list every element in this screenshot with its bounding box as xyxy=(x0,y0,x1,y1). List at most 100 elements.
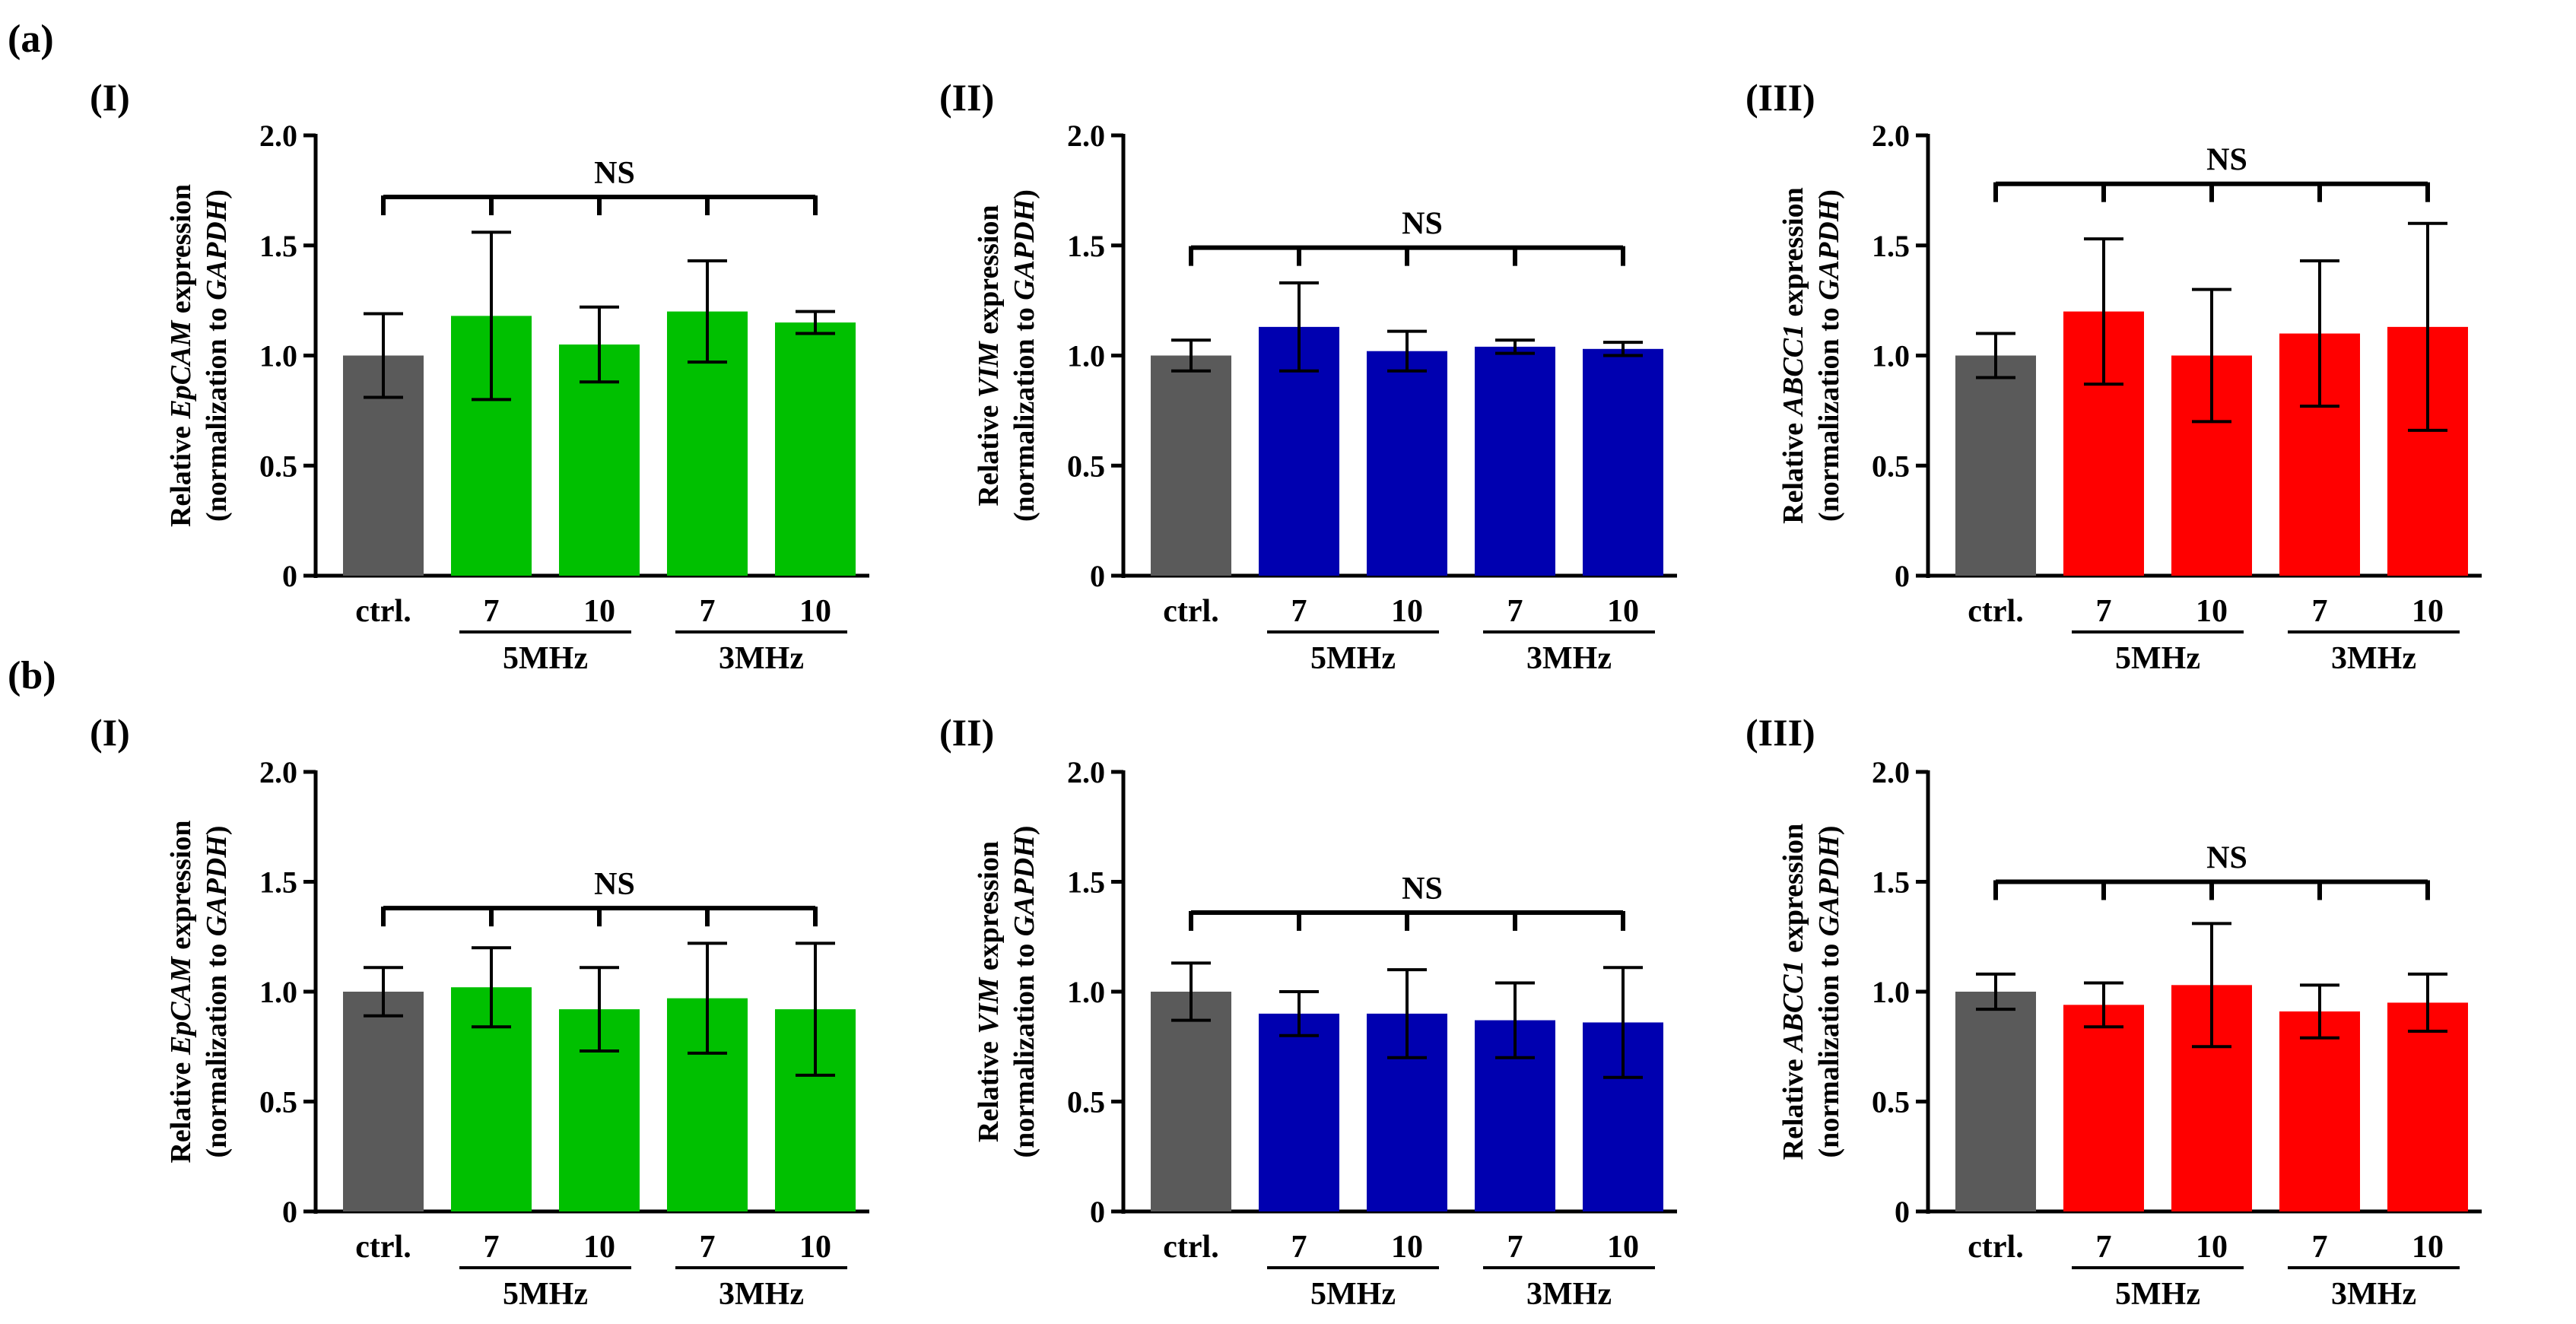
y-tick-label: 1.0 xyxy=(1872,975,1910,1009)
chart-panel-1: (I) Relative EpCAM expression(normalizati… xyxy=(90,76,869,676)
bar xyxy=(1151,355,1231,576)
x-tick-label: 10 xyxy=(1391,594,1423,629)
chart-panel-6: (III) Relative ABCC1 expression(normaliza… xyxy=(1745,711,2482,1312)
group-label: 5MHz xyxy=(2115,1277,2200,1312)
group-label: 5MHz xyxy=(1310,641,1396,676)
panels: (I)Relative EpCAM expression(normalizati… xyxy=(90,76,2482,1312)
y-axis-label-line-2: (normalization to GAPDH) xyxy=(1008,189,1040,522)
row-label-b: (b) xyxy=(8,654,56,697)
bar xyxy=(1955,355,2036,576)
y-tick-label: 1.0 xyxy=(1067,975,1105,1009)
y-axis-label: Relative EpCAM expression xyxy=(165,184,197,527)
x-tick-label: ctrl. xyxy=(355,1230,411,1265)
group-label: 5MHz xyxy=(503,1277,588,1312)
y-axis-label: Relative ABCC1 expression xyxy=(1777,824,1809,1160)
y-tick-label: 0.5 xyxy=(1872,1085,1910,1119)
x-tick-label: 7 xyxy=(700,1230,716,1265)
y-tick-label: 0.5 xyxy=(259,449,297,483)
bar xyxy=(1259,1013,1339,1211)
y-axis-label-line-2: (normalization to GAPDH) xyxy=(1008,826,1040,1158)
y-tick-label: 2.0 xyxy=(1872,755,1910,789)
x-tick-label: 10 xyxy=(583,1230,615,1265)
x-tick-label: 7 xyxy=(2312,1230,2328,1265)
bar xyxy=(1367,351,1447,576)
bar xyxy=(1583,348,1663,576)
significance-label: NS xyxy=(1402,872,1443,906)
y-tick-label: 0.5 xyxy=(259,1085,297,1119)
chart-panel-5: (II) Relative VIM expression(normalizatio… xyxy=(939,711,1677,1312)
y-tick-label: 0.5 xyxy=(1872,449,1910,483)
x-tick-label: 7 xyxy=(1507,1230,1523,1265)
x-tick-label: 10 xyxy=(799,594,831,629)
panel-label: (I) xyxy=(90,76,130,119)
significance-label: NS xyxy=(594,156,635,191)
panel-label: (III) xyxy=(1745,711,1815,754)
x-tick-label: ctrl. xyxy=(355,594,411,629)
x-tick-label: 7 xyxy=(1507,594,1523,629)
y-axis-label-line-2: (normalization to GAPDH) xyxy=(1813,826,1845,1158)
y-tick-label: 0.5 xyxy=(1067,449,1105,483)
x-tick-label: 10 xyxy=(2412,594,2444,629)
y-tick-label: 1.5 xyxy=(1872,865,1910,900)
x-tick-label: 10 xyxy=(583,594,615,629)
group-label: 3MHz xyxy=(1526,641,1612,676)
x-tick-label: 10 xyxy=(2196,1230,2228,1265)
y-tick-label: 0 xyxy=(1090,559,1105,593)
y-tick-label: 2.0 xyxy=(259,119,297,153)
chart-panel-4: (I) Relative EpCAM expression(normalizati… xyxy=(90,711,869,1312)
y-tick-label: 1.0 xyxy=(1067,339,1105,373)
bar xyxy=(343,992,424,1211)
x-tick-label: 7 xyxy=(700,594,716,629)
y-tick-label: 1.5 xyxy=(259,229,297,263)
y-tick-label: 1.5 xyxy=(1067,865,1105,900)
y-tick-label: 2.0 xyxy=(1872,119,1910,153)
group-label: 5MHz xyxy=(503,641,588,676)
x-tick-label: 7 xyxy=(484,1230,500,1265)
y-tick-label: 0 xyxy=(282,559,297,593)
significance-label: NS xyxy=(2206,841,2247,876)
chart-panel-3: (III) Relative ABCC1 expression(normaliza… xyxy=(1745,76,2482,676)
x-tick-label: ctrl. xyxy=(1163,594,1218,629)
bar xyxy=(2063,1005,2144,1211)
y-tick-label: 1.0 xyxy=(259,975,297,1009)
y-tick-label: 1.5 xyxy=(1067,229,1105,263)
group-label: 3MHz xyxy=(2331,641,2416,676)
x-tick-label: 10 xyxy=(1607,1230,1639,1265)
y-tick-label: 1.0 xyxy=(259,339,297,373)
y-tick-label: 0 xyxy=(282,1195,297,1229)
x-tick-label: 7 xyxy=(1291,1230,1307,1265)
x-tick-label: 10 xyxy=(799,1230,831,1265)
x-tick-label: ctrl. xyxy=(1968,594,2023,629)
y-tick-label: 0.5 xyxy=(1067,1085,1105,1119)
y-tick-label: 0 xyxy=(1090,1195,1105,1229)
y-axis-label-line-2: (normalization to GAPDH) xyxy=(201,189,233,522)
x-tick-label: 7 xyxy=(484,594,500,629)
significance-label: NS xyxy=(594,867,635,902)
y-axis-label: Relative ABCC1 expression xyxy=(1777,187,1809,524)
group-label: 5MHz xyxy=(1310,1277,1396,1312)
panel-label: (I) xyxy=(90,711,130,754)
x-tick-label: ctrl. xyxy=(1968,1230,2023,1265)
y-axis-label: Relative VIM expression xyxy=(973,205,1005,506)
panel-label: (II) xyxy=(939,711,994,754)
y-axis-label-line-2: (normalization to GAPDH) xyxy=(1813,189,1845,522)
bar xyxy=(775,322,856,576)
x-tick-label: 7 xyxy=(2312,594,2328,629)
significance-label: NS xyxy=(2206,143,2247,178)
y-tick-label: 1.5 xyxy=(1872,229,1910,263)
x-tick-label: 7 xyxy=(2096,594,2112,629)
x-tick-label: 10 xyxy=(1607,594,1639,629)
x-tick-label: 10 xyxy=(2196,594,2228,629)
group-label: 5MHz xyxy=(2115,641,2200,676)
group-label: 3MHz xyxy=(1526,1277,1612,1312)
bar xyxy=(2387,1002,2468,1211)
group-label: 3MHz xyxy=(719,641,804,676)
y-tick-label: 2.0 xyxy=(259,755,297,789)
y-axis-label-line-2: (normalization to GAPDH) xyxy=(201,826,233,1158)
bar xyxy=(2279,1011,2360,1211)
panel-label: (II) xyxy=(939,76,994,119)
y-axis-label: Relative EpCAM expression xyxy=(165,820,197,1163)
x-tick-label: ctrl. xyxy=(1163,1230,1218,1265)
x-tick-label: 10 xyxy=(1391,1230,1423,1265)
